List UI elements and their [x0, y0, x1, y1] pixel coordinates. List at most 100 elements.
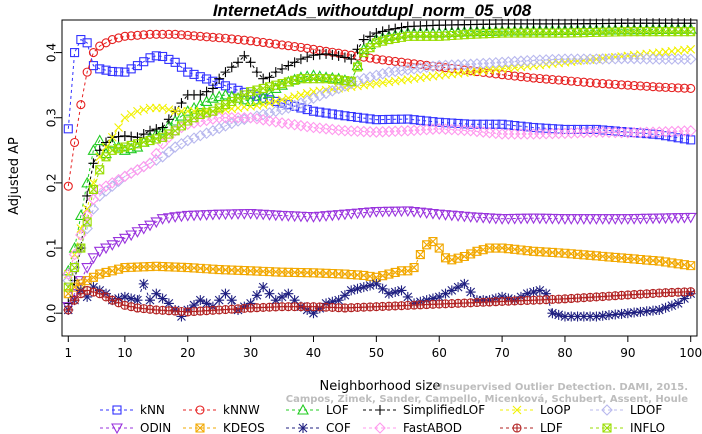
- data-point-odin: [401, 206, 414, 218]
- data-point-simplifiedlof: [245, 57, 256, 68]
- data-point-knn: [95, 64, 105, 74]
- data-point-simplifiedlof: [119, 130, 130, 141]
- data-point-cof: [327, 296, 338, 307]
- legend-marker: [195, 423, 205, 433]
- data-point-odin: [672, 213, 685, 224]
- data-point-knnw: [371, 54, 381, 64]
- data-point-odin: [313, 211, 326, 223]
- data-point-cof: [603, 310, 614, 321]
- data-point-cof: [245, 298, 256, 309]
- data-point-simplifiedlof: [258, 73, 269, 84]
- legend-label: kNN: [140, 403, 165, 417]
- data-point-cof: [151, 288, 162, 299]
- series-layer: [62, 18, 697, 322]
- data-point-simplifiedlof: [327, 49, 338, 60]
- data-point-knnw: [585, 78, 595, 88]
- data-point-cof: [358, 282, 369, 293]
- data-point-knn: [101, 65, 111, 75]
- data-point-simplifiedlof: [132, 132, 143, 143]
- data-point-ldof: [313, 89, 326, 102]
- data-point-ldof: [395, 64, 408, 77]
- data-point-ldof: [87, 203, 100, 215]
- legend-label: INFLO: [630, 421, 665, 434]
- data-point-knnw: [535, 73, 545, 84]
- data-point-loop: [164, 105, 174, 114]
- data-point-odin: [609, 214, 622, 225]
- data-point-odin: [326, 210, 339, 222]
- data-point-knnw: [258, 37, 268, 48]
- data-point-cof: [371, 278, 382, 289]
- data-point-ldof: [351, 75, 364, 87]
- data-point-odin: [294, 211, 307, 223]
- data-point-knnw: [623, 80, 633, 90]
- data-point-cof: [559, 311, 570, 322]
- data-point-odin: [395, 206, 408, 218]
- data-point-knnw: [566, 76, 576, 86]
- data-point-ldf: [686, 287, 696, 297]
- data-point-ldof: [263, 107, 276, 119]
- legend-item-knn: kNN: [100, 403, 165, 417]
- data-point-odin: [527, 213, 540, 225]
- data-point-cof: [333, 295, 344, 306]
- data-point-fastabod: [81, 209, 93, 222]
- data-point-knn: [378, 115, 388, 125]
- data-point-knnw: [63, 181, 73, 191]
- series-line-ldof: [67, 57, 691, 281]
- x-tick-label: 60: [432, 346, 447, 360]
- data-point-simplifiedlof: [390, 23, 401, 34]
- data-point-knnw: [667, 83, 677, 93]
- series-loop: [63, 44, 696, 279]
- data-point-simplifiedlof: [113, 131, 124, 142]
- data-point-knnw: [591, 78, 601, 88]
- data-point-cof: [163, 298, 174, 309]
- data-point-simplifiedlof: [346, 54, 357, 65]
- data-point-odin: [634, 213, 647, 225]
- data-point-odin: [244, 208, 257, 220]
- data-point-knnw: [164, 29, 174, 39]
- data-point-knn: [528, 122, 539, 133]
- data-point-knn: [321, 108, 331, 118]
- data-point-knn: [365, 114, 375, 124]
- data-point-ldof: [402, 63, 414, 76]
- data-point-odin: [200, 210, 213, 221]
- data-point-odin: [502, 214, 515, 225]
- plot-area: [61, 19, 698, 337]
- data-point-knn: [459, 119, 469, 129]
- data-point-knnw: [195, 31, 205, 41]
- data-point-odin: [684, 212, 697, 224]
- data-point-loop: [120, 113, 130, 123]
- data-point-odin: [351, 208, 364, 220]
- data-point-inflo: [686, 27, 696, 37]
- data-point-cof: [647, 305, 658, 316]
- data-point-ldof: [225, 117, 238, 130]
- series-inflo: [63, 27, 696, 292]
- data-point-cof: [201, 298, 212, 309]
- data-point-knnw: [151, 29, 161, 39]
- data-point-knn: [151, 51, 161, 61]
- citation-behind: Unsupervised Outlier Detection. DAMI, 20…: [434, 382, 688, 393]
- data-point-fastabod: [684, 124, 697, 137]
- data-point-knnw: [264, 38, 275, 48]
- data-point-knn: [114, 67, 124, 77]
- data-point-loop: [82, 204, 92, 214]
- series-line-kdeos: [67, 240, 691, 294]
- data-point-knnw: [158, 29, 168, 39]
- data-point-knnw: [277, 40, 287, 50]
- series-simplifiedlof: [63, 18, 696, 309]
- data-point-ldof: [326, 85, 339, 97]
- citation: Campos, Zimek, Sander, Campello, Micenko…: [286, 393, 688, 405]
- x-axis-label: Neighborhood size: [320, 379, 441, 394]
- data-point-cof: [660, 302, 671, 313]
- legend-item-ldof: LDOF: [590, 403, 662, 417]
- data-point-knn: [352, 112, 363, 122]
- data-point-knnw: [296, 42, 306, 52]
- data-point-knn: [164, 54, 174, 64]
- legend-item-knnw: kNNW: [183, 403, 260, 417]
- data-point-inflo: [63, 282, 73, 292]
- data-point-odin: [590, 214, 603, 225]
- data-point-odin: [628, 214, 641, 225]
- data-point-knn: [466, 119, 476, 129]
- data-point-odin: [389, 206, 402, 218]
- legend-marker: [112, 405, 122, 415]
- legend-label: kNNW: [223, 403, 260, 417]
